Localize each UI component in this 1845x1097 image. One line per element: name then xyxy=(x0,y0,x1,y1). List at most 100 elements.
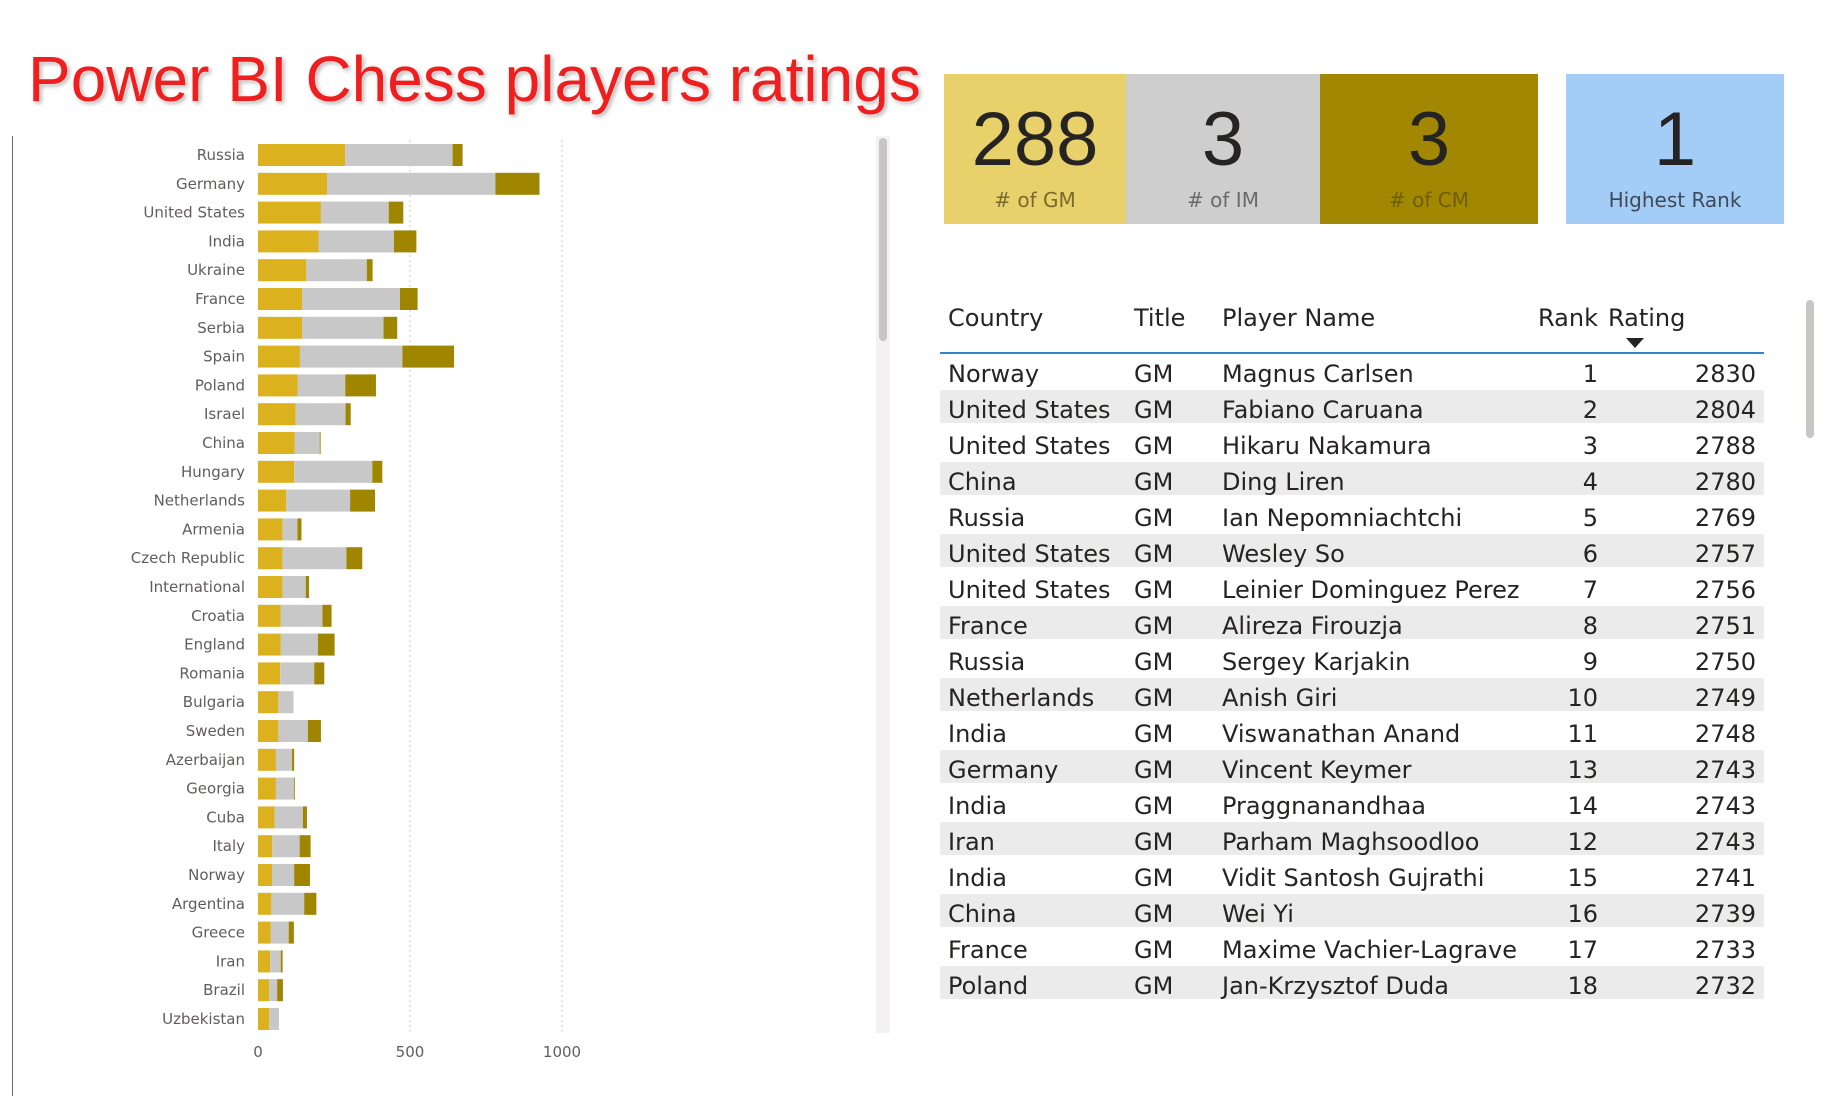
bar-cm[interactable] xyxy=(302,806,307,829)
bar-gm[interactable] xyxy=(258,576,283,598)
bar-gm[interactable] xyxy=(258,288,303,310)
bar-gm[interactable] xyxy=(258,633,281,656)
bar-im[interactable] xyxy=(345,144,453,166)
bar-gm[interactable] xyxy=(258,806,275,829)
bar-cm[interactable] xyxy=(399,288,418,310)
bar-gm[interactable] xyxy=(258,172,328,195)
chart-scrollbar-thumb[interactable] xyxy=(879,138,887,341)
bar-im[interactable] xyxy=(302,316,384,339)
bar-cm[interactable] xyxy=(304,892,317,915)
bar-cm[interactable] xyxy=(280,950,283,973)
table-row[interactable]: India GM Viswanathan Anand 11 2748 xyxy=(940,714,1764,750)
bar-gm[interactable] xyxy=(258,518,283,541)
bar-im[interactable] xyxy=(306,259,367,282)
table-row[interactable]: Norway GM Magnus Carlsen 1 2830 xyxy=(940,354,1764,390)
bar-gm[interactable] xyxy=(258,720,279,742)
bar-gm[interactable] xyxy=(258,460,295,483)
bar-gm[interactable] xyxy=(258,950,271,973)
bar-cm[interactable] xyxy=(388,201,404,224)
bar-cm[interactable] xyxy=(317,633,335,656)
bar-cm[interactable] xyxy=(393,230,417,253)
table-row[interactable]: United States GM Fabiano Caruana 2 2804 xyxy=(940,390,1764,426)
im-count-card[interactable]: 3 # of IM xyxy=(1126,74,1320,224)
bar-im[interactable] xyxy=(327,172,496,195)
table-row[interactable]: Russia GM Sergey Karjakin 9 2750 xyxy=(940,642,1764,678)
bar-im[interactable] xyxy=(269,979,278,1002)
bar-gm[interactable] xyxy=(258,777,276,800)
bar-im[interactable] xyxy=(294,432,320,454)
table-row[interactable]: France GM Alireza Firouzja 8 2751 xyxy=(940,606,1764,642)
bar-cm[interactable] xyxy=(292,748,295,771)
bar-im[interactable] xyxy=(294,460,373,483)
bar-gm[interactable] xyxy=(258,144,346,166)
bar-gm[interactable] xyxy=(258,432,295,454)
column-header-player-name[interactable]: Player Name xyxy=(1222,304,1376,332)
bar-im[interactable] xyxy=(272,835,300,858)
bar-cm[interactable] xyxy=(402,345,455,368)
bar-cm[interactable] xyxy=(299,835,311,858)
table-row[interactable]: Iran GM Parham Maghsoodloo 12 2743 xyxy=(940,822,1764,858)
bar-im[interactable] xyxy=(271,864,295,886)
table-row[interactable]: United States GM Wesley So 6 2757 xyxy=(940,534,1764,570)
bar-cm[interactable] xyxy=(314,662,325,685)
column-header-rank[interactable]: Rank xyxy=(1538,304,1598,332)
table-scrollbar-thumb[interactable] xyxy=(1806,300,1814,438)
table-row[interactable]: Netherlands GM Anish Giri 10 2749 xyxy=(940,678,1764,714)
bar-cm[interactable] xyxy=(495,172,540,195)
stacked-bar-chart[interactable]: Russia Germany United States India Ukraine Fr… xyxy=(0,0,900,1097)
table-row[interactable]: China GM Wei Yi 16 2739 xyxy=(940,894,1764,930)
bar-im[interactable] xyxy=(282,518,298,541)
highest-rank-card[interactable]: 1 Highest Rank xyxy=(1566,74,1784,224)
bar-im[interactable] xyxy=(286,489,351,512)
bar-gm[interactable] xyxy=(258,662,281,685)
bar-im[interactable] xyxy=(320,201,389,224)
bar-gm[interactable] xyxy=(258,892,272,915)
table-row[interactable]: China GM Ding Liren 4 2780 xyxy=(940,462,1764,498)
bar-gm[interactable] xyxy=(258,691,279,714)
bar-gm[interactable] xyxy=(258,835,273,858)
bar-cm[interactable] xyxy=(307,720,321,742)
bar-im[interactable] xyxy=(297,374,346,397)
bar-im[interactable] xyxy=(274,806,303,829)
table-row[interactable]: United States GM Leinier Dominguez Perez 7 2… xyxy=(940,570,1764,606)
bar-cm[interactable] xyxy=(319,432,321,454)
bar-cm[interactable] xyxy=(345,374,376,397)
bar-im[interactable] xyxy=(275,748,293,771)
bar-cm[interactable] xyxy=(366,259,373,282)
bar-im[interactable] xyxy=(282,547,347,570)
bar-cm[interactable] xyxy=(305,576,310,598)
bar-cm[interactable] xyxy=(372,460,383,483)
bar-gm[interactable] xyxy=(258,374,298,397)
bar-im[interactable] xyxy=(269,1008,279,1030)
sort-descending-icon[interactable] xyxy=(1626,338,1644,348)
bar-cm[interactable] xyxy=(452,144,463,166)
bar-gm[interactable] xyxy=(258,489,287,512)
bar-im[interactable] xyxy=(275,777,294,800)
cm-count-card[interactable]: 3 # of CM xyxy=(1320,74,1538,224)
table-row[interactable]: United States GM Hikaru Nakamura 3 2788 xyxy=(940,426,1764,462)
bar-im[interactable] xyxy=(295,403,346,426)
bar-im[interactable] xyxy=(278,691,294,714)
bar-cm[interactable] xyxy=(322,604,332,627)
bar-im[interactable] xyxy=(280,604,323,627)
bar-gm[interactable] xyxy=(258,316,303,339)
table-row[interactable]: France GM Maxime Vachier-Lagrave 17 2733 xyxy=(940,930,1764,966)
column-header-rating[interactable]: Rating xyxy=(1608,304,1686,332)
bar-im[interactable] xyxy=(318,230,394,253)
bar-cm[interactable] xyxy=(293,777,295,800)
bar-gm[interactable] xyxy=(258,547,283,570)
bar-gm[interactable] xyxy=(258,201,321,224)
bar-cm[interactable] xyxy=(294,864,310,886)
bar-cm[interactable] xyxy=(288,921,294,944)
bar-im[interactable] xyxy=(282,576,306,598)
bar-gm[interactable] xyxy=(258,979,270,1002)
bar-im[interactable] xyxy=(270,921,289,944)
bar-im[interactable] xyxy=(278,720,308,742)
bar-cm[interactable] xyxy=(383,316,398,339)
bar-gm[interactable] xyxy=(258,748,276,771)
bar-gm[interactable] xyxy=(258,259,307,282)
bar-gm[interactable] xyxy=(258,230,319,253)
bar-gm[interactable] xyxy=(258,403,296,426)
bar-cm[interactable] xyxy=(350,489,376,512)
